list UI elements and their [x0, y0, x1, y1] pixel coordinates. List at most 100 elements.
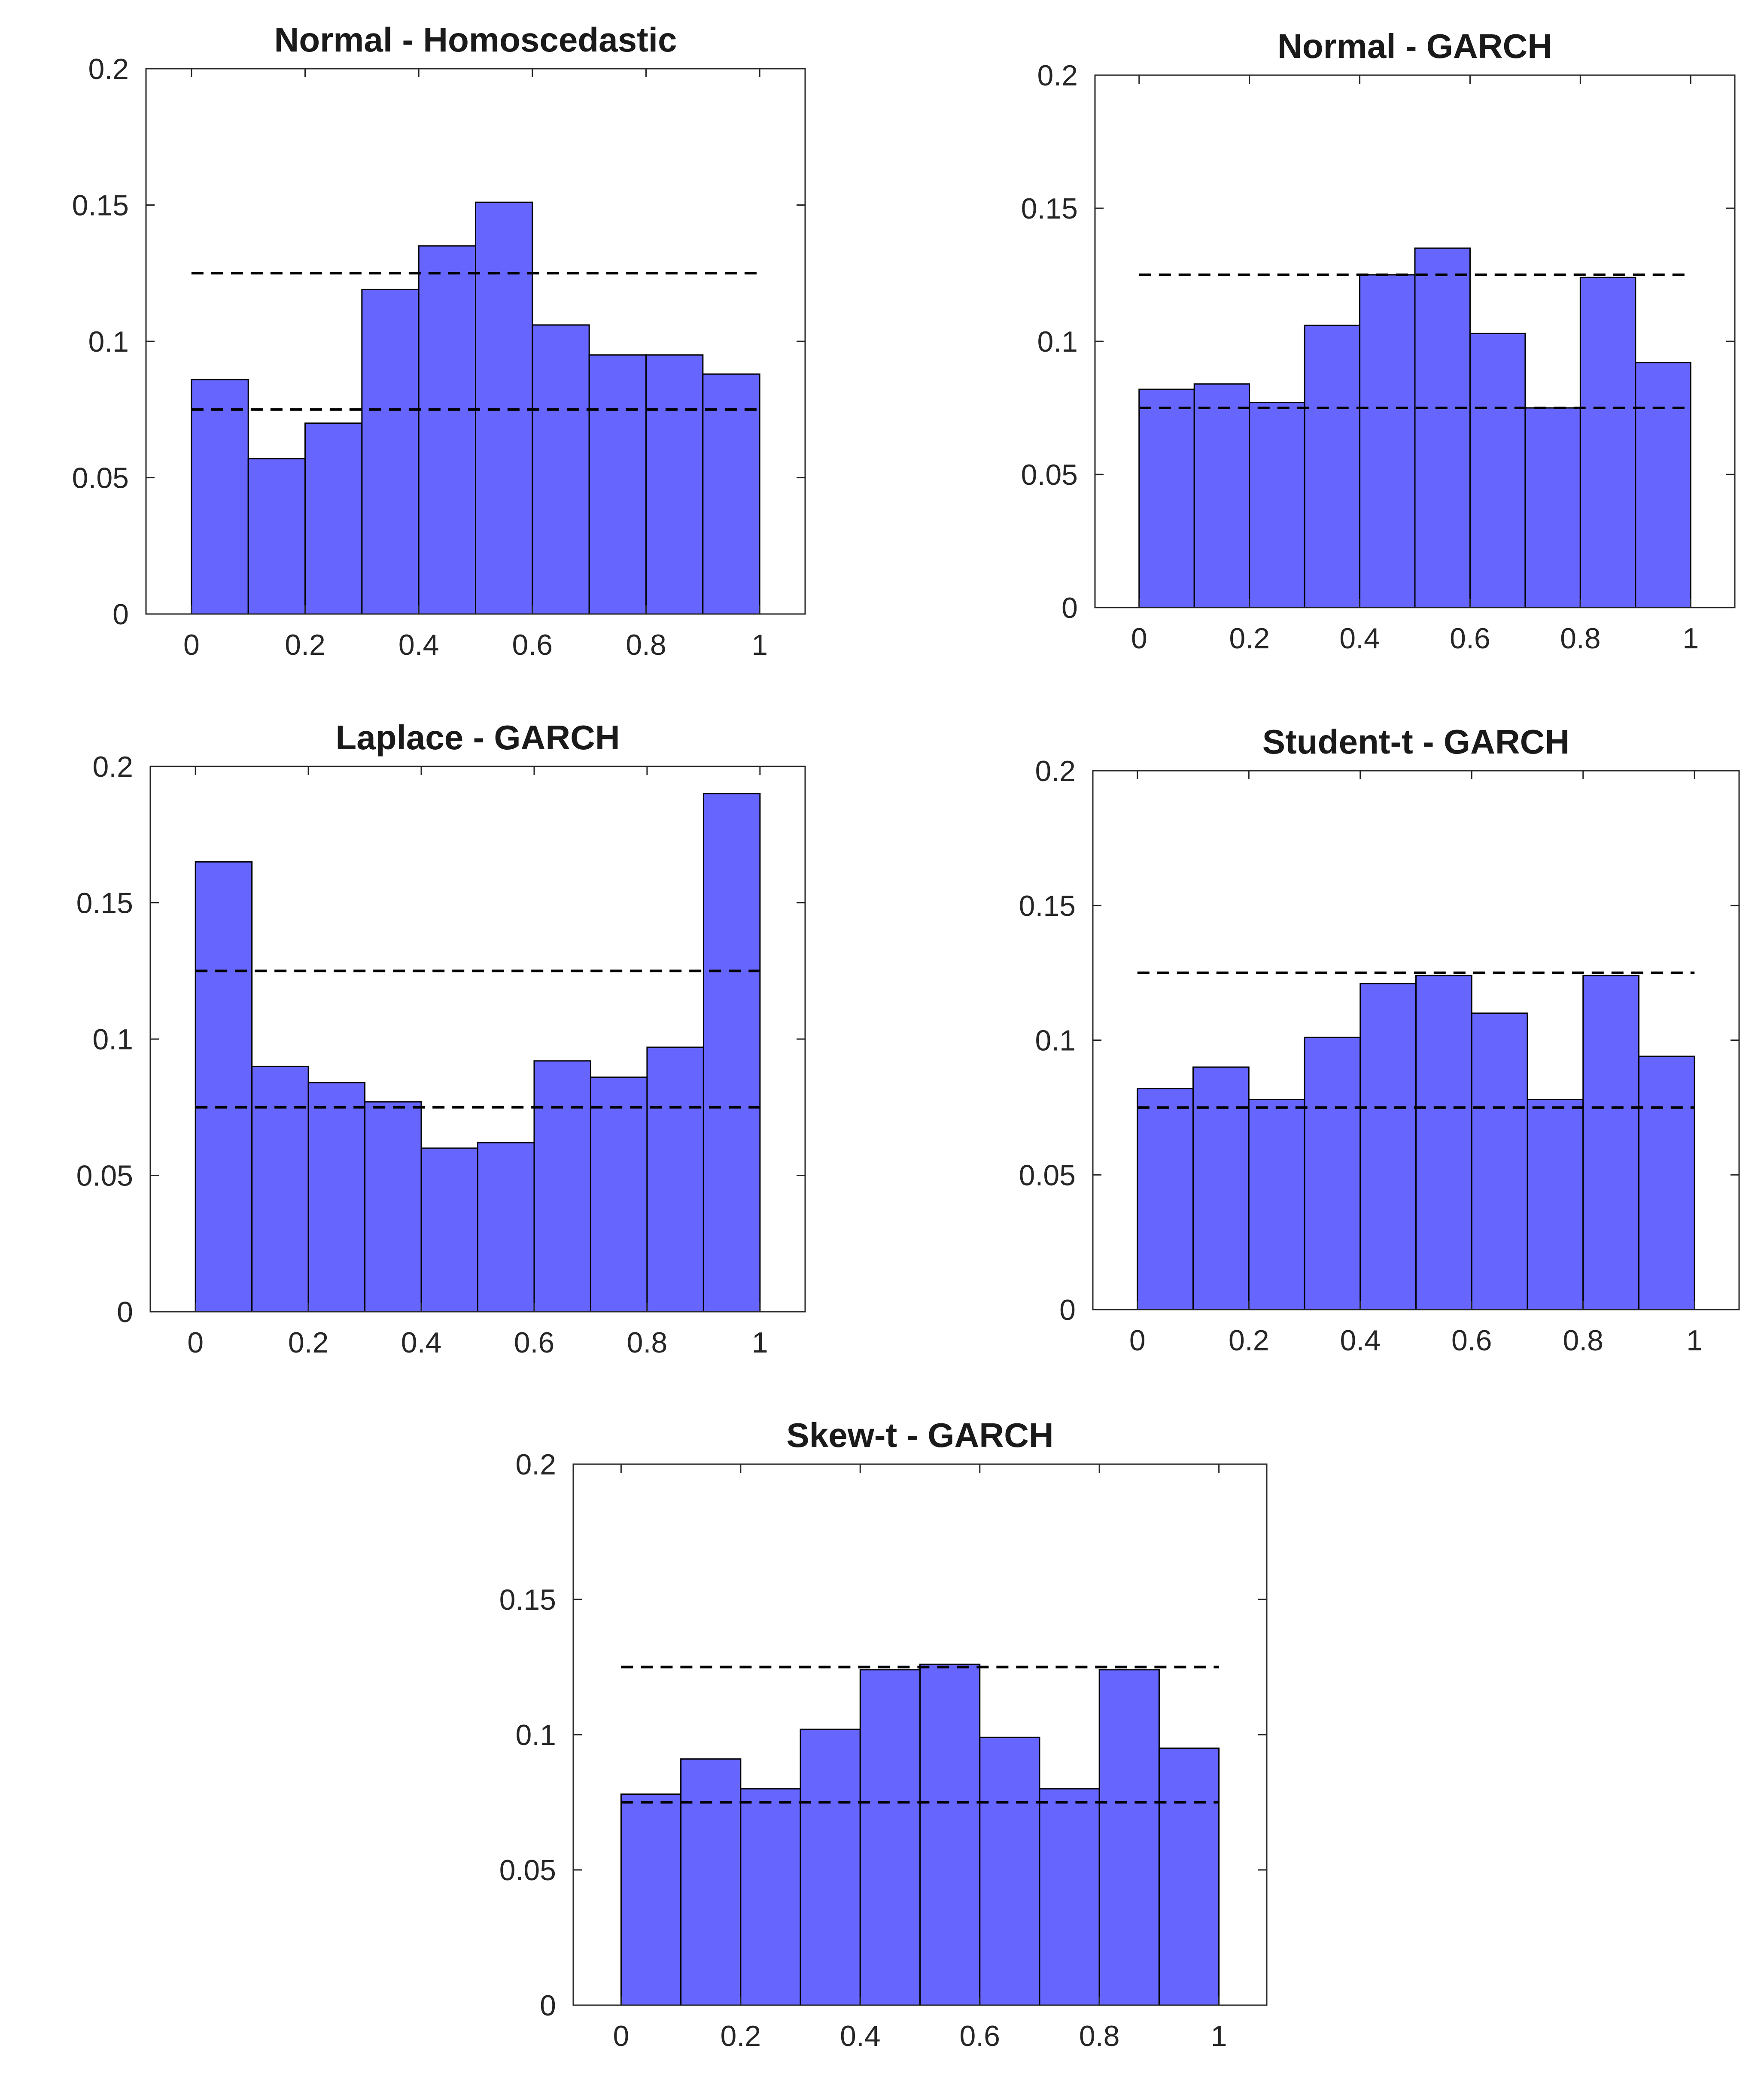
panel-normal-homoscedastic: 0 0.2 0.4 0.6 0.8 1 0 0.05 0.1 0.15 0.2 Normal - Ho… [72, 21, 806, 661]
y-tick-label: 0.05 [1021, 459, 1078, 491]
y-tick-label: 0.2 [515, 1448, 556, 1481]
histogram-bar [1304, 1036, 1361, 1310]
x-tick-label: 0.2 [1229, 622, 1270, 655]
chart-title: Normal - Homoscedastic [274, 21, 677, 59]
histogram-bar [1524, 407, 1581, 608]
histogram-bar [1192, 1066, 1250, 1310]
histogram-bar [420, 1147, 478, 1313]
x-tick-label: 0.6 [1451, 1324, 1492, 1357]
histogram-bar [620, 1793, 682, 2006]
histogram-bar [1249, 402, 1305, 608]
chart-title: Normal - GARCH [1277, 27, 1552, 65]
y-tick-label: 0.05 [76, 1160, 133, 1192]
x-tick-label: 0 [183, 629, 200, 661]
x-tick-label: 0.4 [401, 1326, 442, 1359]
histogram-bar [532, 324, 590, 615]
histogram-bar [1414, 247, 1471, 608]
histogram-bar [1359, 274, 1416, 608]
y-tick-label: 0.2 [1037, 59, 1078, 92]
histogram-bar [1527, 1099, 1584, 1310]
y-tick-label: 0.2 [88, 53, 129, 85]
panel-laplace-garch: 0 0.2 0.4 0.6 0.8 1 0 0.05 0.1 0.15 0.2 Laplace - G… [76, 718, 806, 1359]
x-tick-label: 0.4 [398, 629, 439, 661]
y-tick-label: 0.15 [76, 887, 133, 920]
x-tick-label: 0.8 [1563, 1324, 1603, 1357]
histogram-bar [1579, 277, 1636, 608]
y-tick-label: 0.1 [1037, 325, 1078, 358]
x-tick-label: 1 [1686, 1324, 1703, 1357]
histogram-bar [1635, 362, 1691, 608]
x-tick-label: 1 [1211, 2020, 1227, 2052]
y-tick-label: 0 [1059, 1294, 1076, 1326]
y-tick-label: 0.1 [515, 1719, 556, 1751]
x-tick-label: 0.6 [512, 629, 553, 661]
y-tick-label: 0 [540, 1989, 556, 2022]
histogram-bar [364, 1101, 422, 1313]
x-tick-label: 0.6 [514, 1326, 555, 1359]
histogram-bar [703, 793, 761, 1313]
histogram-bar [1304, 325, 1361, 608]
y-tick-label: 0.05 [1019, 1159, 1076, 1192]
histogram-bar [304, 423, 363, 615]
x-tick-label: 0 [613, 2020, 629, 2052]
histogram-bar [251, 1066, 309, 1313]
histogram-bar [307, 1082, 366, 1313]
histogram-bar [1248, 1099, 1305, 1310]
histogram-bar [191, 379, 249, 615]
y-tick-label: 0.15 [72, 189, 129, 222]
histogram-bar [740, 1788, 801, 2006]
y-tick-label: 0.2 [1035, 755, 1076, 787]
histogram-bar [1638, 1055, 1695, 1310]
histogram-bar [1193, 383, 1250, 608]
y-tick-label: 0.15 [1019, 890, 1076, 922]
x-tick-label: 0 [1129, 1324, 1146, 1357]
x-tick-label: 1 [752, 1326, 768, 1359]
y-tick-label: 0.05 [72, 462, 129, 495]
x-tick-label: 0.2 [288, 1326, 329, 1359]
histogram-bar [646, 1046, 704, 1313]
histogram-bar [590, 1076, 648, 1313]
y-tick-label: 0 [113, 598, 129, 631]
x-tick-label: 0 [187, 1326, 204, 1359]
histogram-bar [859, 1669, 921, 2006]
y-tick-label: 0.1 [92, 1023, 133, 1056]
histogram-bar [1098, 1669, 1160, 2006]
chart-title: Laplace - GARCH [335, 718, 620, 757]
panel-normal-garch: 0 0.2 0.4 0.6 0.8 1 0 0.05 0.1 0.15 0.2 Normal - GA… [1021, 27, 1736, 655]
histogram-bar [247, 458, 306, 615]
histogram-bar [979, 1736, 1040, 2006]
x-tick-label: 0.2 [721, 2020, 761, 2052]
y-tick-label: 0 [1061, 592, 1078, 624]
x-tick-label: 0.8 [626, 629, 666, 661]
histogram-bar [1138, 389, 1195, 608]
x-tick-label: 0.6 [959, 2020, 1000, 2052]
y-tick-label: 0.05 [499, 1854, 556, 1887]
histogram-bar [418, 245, 477, 615]
histogram-bar [477, 1142, 535, 1313]
histogram-bar [919, 1663, 981, 2006]
histogram-bar [1471, 1012, 1528, 1310]
x-tick-label: 0.4 [1339, 622, 1380, 655]
x-tick-label: 1 [751, 629, 768, 661]
panel-student-t-garch: 0 0.2 0.4 0.6 0.8 1 0 0.05 0.1 0.15 0.2 Student-t -… [1019, 723, 1740, 1357]
histogram-bar [680, 1758, 742, 2006]
panel-skew-t-garch: 0 0.2 0.4 0.6 0.8 1 0 0.05 0.1 0.15 0.2 Skew-t - GA… [499, 1416, 1268, 2052]
histogram-bar [1158, 1748, 1220, 2006]
histogram-bar [533, 1060, 591, 1313]
y-tick-label: 0.1 [88, 325, 129, 358]
histogram-bar [475, 201, 533, 615]
x-tick-label: 1 [1682, 622, 1699, 655]
y-tick-label: 0.15 [499, 1584, 556, 1616]
chart-title: Skew-t - GARCH [786, 1416, 1053, 1454]
y-tick-label: 0.2 [92, 751, 133, 783]
histogram-bar [1582, 975, 1639, 1310]
chart-title: Student-t - GARCH [1262, 723, 1569, 761]
x-tick-label: 0.8 [1079, 2020, 1120, 2052]
x-tick-label: 0 [1131, 622, 1147, 655]
y-tick-label: 0.15 [1021, 192, 1078, 225]
y-tick-label: 0 [117, 1296, 133, 1328]
x-tick-label: 0.2 [1229, 1324, 1269, 1357]
x-tick-label: 0.4 [1340, 1324, 1381, 1357]
histogram-bar [1039, 1788, 1100, 2006]
